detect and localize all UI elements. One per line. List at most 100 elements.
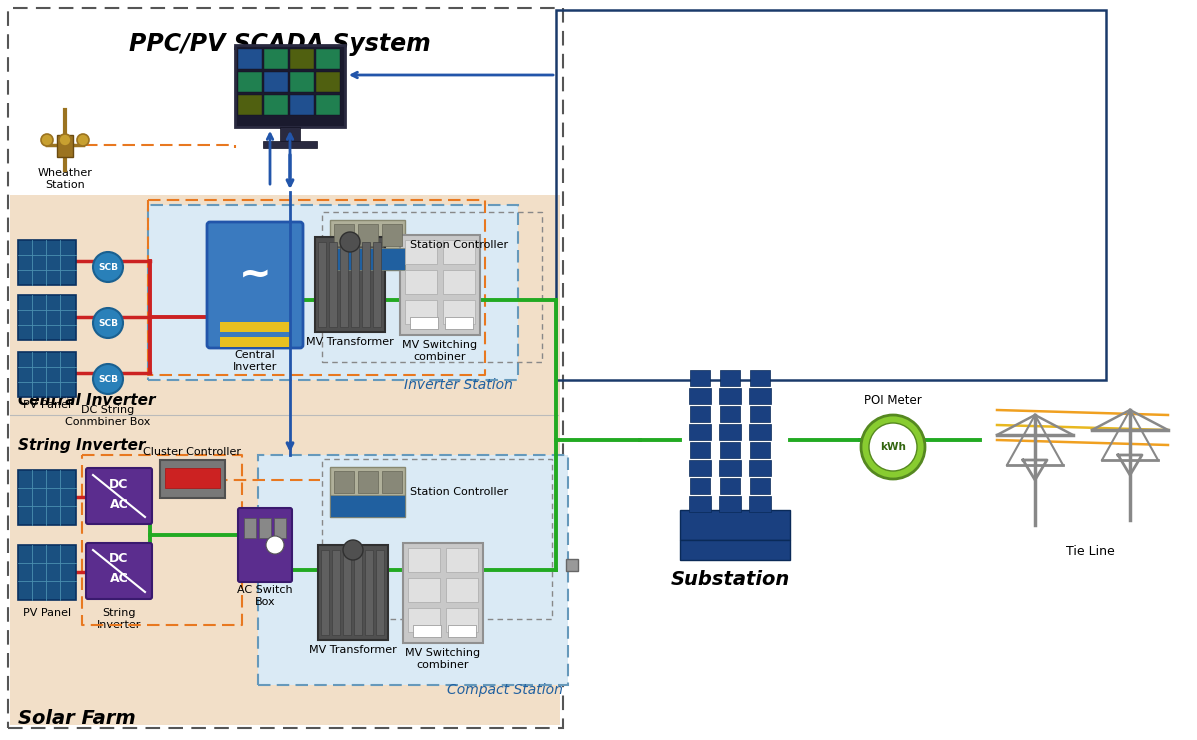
Text: AC: AC [110, 573, 128, 585]
Bar [405, 270, 437, 294]
Bar [265, 72, 288, 92]
Text: AC Switch
Box: AC Switch Box [237, 585, 293, 607]
Bar [443, 300, 475, 324]
Bar [361, 242, 370, 327]
Text: PPC/PV SCADA System: PPC/PV SCADA System [129, 32, 431, 56]
Bar [57, 135, 73, 157]
Text: DC String
Conmbiner Box: DC String Conmbiner Box [66, 405, 151, 426]
Bar [10, 10, 560, 193]
Bar [18, 295, 75, 340]
Bar [382, 224, 402, 246]
Bar [318, 242, 326, 327]
Bar [220, 337, 290, 347]
Bar [160, 460, 225, 498]
Bar [443, 270, 475, 294]
Circle shape [41, 134, 53, 146]
Bar [373, 242, 381, 327]
Bar [316, 49, 340, 69]
Bar [265, 49, 288, 69]
Circle shape [93, 252, 123, 282]
Bar [18, 240, 75, 285]
Bar [719, 388, 741, 404]
Bar [318, 545, 388, 640]
Bar [689, 496, 711, 512]
Text: MV Transformer: MV Transformer [309, 645, 397, 655]
Text: Central
Inverter: Central Inverter [232, 350, 278, 371]
Text: kWh: kWh [880, 442, 906, 452]
Bar [358, 471, 378, 493]
Bar [322, 459, 552, 619]
Text: MV Transformer: MV Transformer [306, 337, 394, 347]
Bar [555, 10, 1106, 380]
Bar [408, 608, 440, 632]
Bar [376, 550, 384, 635]
Bar [290, 95, 314, 115]
Bar [445, 317, 473, 329]
Text: Inverter Station: Inverter Station [405, 378, 514, 392]
Bar [290, 72, 314, 92]
Bar [18, 470, 75, 525]
Bar [321, 550, 329, 635]
Circle shape [340, 232, 360, 252]
Text: SCB: SCB [98, 374, 119, 383]
Text: POI Meter: POI Meter [864, 394, 922, 407]
Bar [749, 424, 771, 440]
Text: AC: AC [110, 497, 128, 511]
Bar [332, 550, 340, 635]
Bar [382, 471, 402, 493]
Bar [238, 72, 262, 92]
Bar [689, 424, 711, 440]
Bar [719, 460, 741, 476]
Text: DC: DC [109, 477, 129, 491]
Bar [408, 548, 440, 572]
Text: SCB: SCB [98, 318, 119, 328]
Text: String Inverter: String Inverter [18, 438, 146, 453]
Bar [330, 248, 405, 270]
Bar [749, 496, 771, 512]
Bar [689, 460, 711, 476]
Bar [280, 127, 300, 141]
Bar [719, 424, 741, 440]
Text: Station Controller: Station Controller [411, 487, 508, 497]
Bar [265, 95, 288, 115]
Bar [220, 322, 290, 332]
FancyBboxPatch shape [238, 508, 292, 582]
Bar [689, 406, 710, 422]
Bar [400, 235, 480, 335]
Bar [334, 471, 354, 493]
Text: Solar Farm: Solar Farm [18, 709, 135, 728]
Text: Station Controller: Station Controller [411, 240, 508, 250]
Bar [411, 317, 438, 329]
Bar [721, 442, 740, 458]
Text: MV Switching
combiner: MV Switching combiner [406, 648, 480, 670]
Bar [340, 242, 348, 327]
Circle shape [266, 536, 284, 554]
Bar [238, 49, 262, 69]
FancyBboxPatch shape [207, 222, 303, 348]
Bar [322, 212, 542, 362]
FancyBboxPatch shape [86, 468, 152, 524]
FancyBboxPatch shape [86, 543, 152, 599]
Bar [689, 370, 710, 386]
Circle shape [344, 540, 363, 560]
Bar [8, 8, 563, 728]
Bar [358, 224, 378, 246]
Bar [689, 478, 710, 494]
Bar [148, 205, 518, 380]
Bar [751, 442, 770, 458]
Bar [354, 550, 361, 635]
Text: MV Switching
combiner: MV Switching combiner [402, 340, 478, 362]
Bar [408, 578, 440, 602]
Circle shape [77, 134, 89, 146]
Bar [446, 578, 478, 602]
Bar [446, 548, 478, 572]
Bar [315, 237, 385, 332]
Bar [721, 370, 740, 386]
Text: Cluster Controller: Cluster Controller [142, 447, 241, 457]
Bar [316, 72, 340, 92]
Circle shape [59, 134, 71, 146]
Circle shape [869, 423, 917, 471]
Text: SCB: SCB [98, 263, 119, 272]
Circle shape [93, 364, 123, 394]
Bar [689, 442, 710, 458]
